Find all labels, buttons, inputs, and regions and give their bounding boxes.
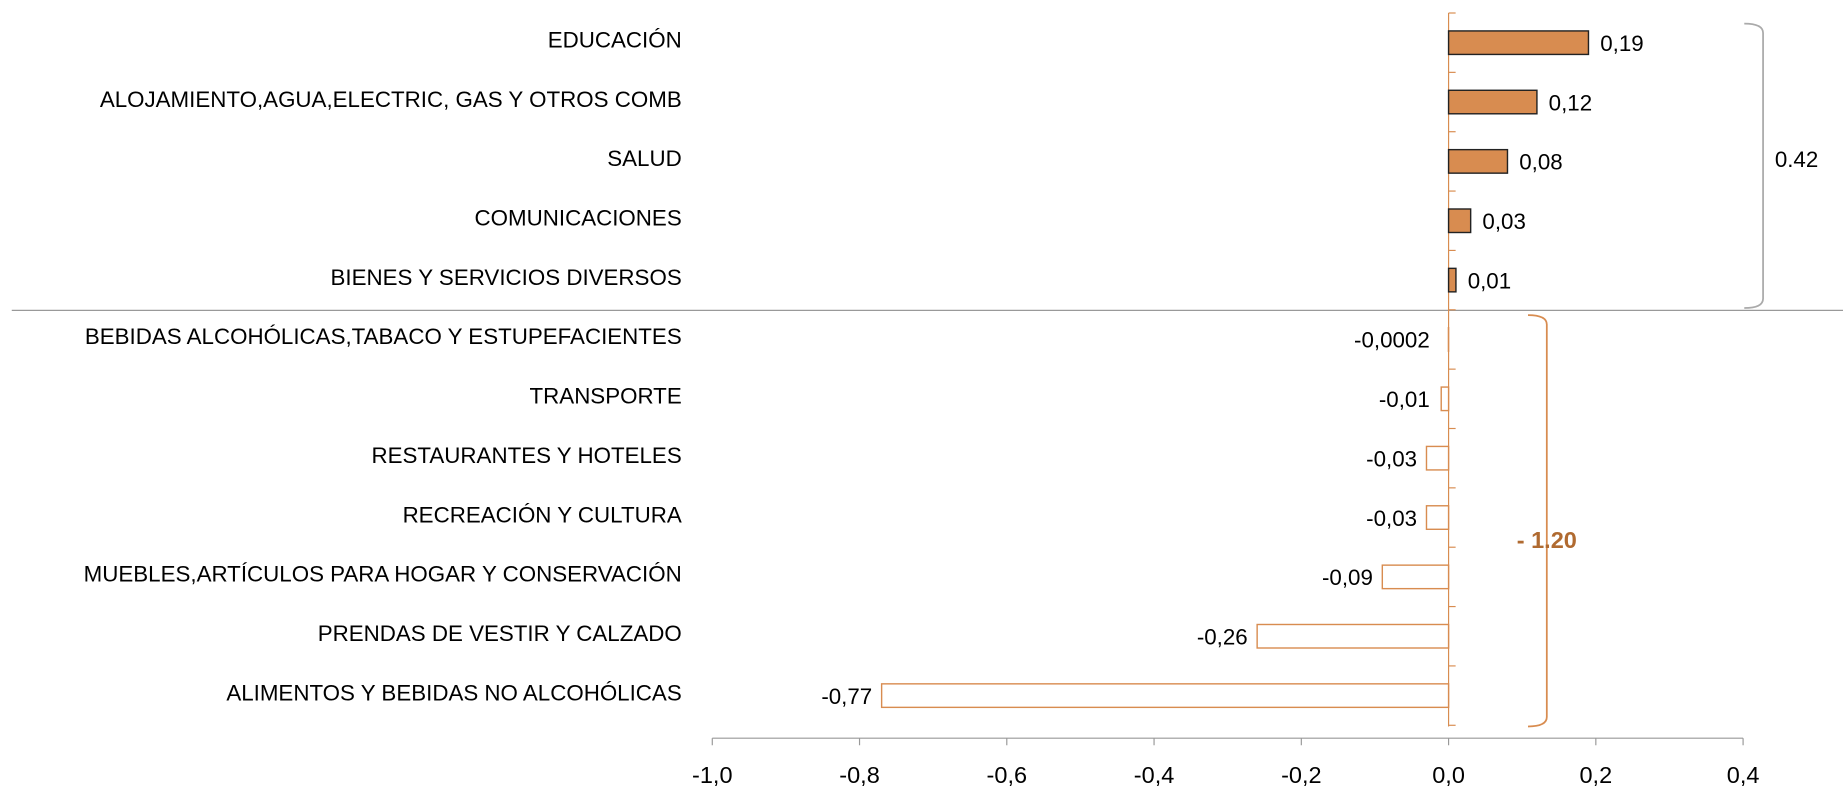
- category-label: RESTAURANTES Y HOTELES: [372, 443, 682, 468]
- category-label: SALUD: [607, 146, 681, 171]
- bar: [1447, 89, 1538, 115]
- value-label: -0,26: [1197, 625, 1248, 650]
- bar: [1447, 30, 1590, 56]
- category-label: ALIMENTOS Y BEBIDAS NO ALCOHÓLICAS: [226, 680, 681, 705]
- category-label: BIENES Y SERVICIOS DIVERSOS: [331, 265, 682, 290]
- bar: [1447, 148, 1509, 174]
- value-label: -0,0002: [1354, 328, 1430, 353]
- bar: [1425, 445, 1450, 471]
- group-total: - 1.20: [1517, 527, 1577, 553]
- group-total: 0.42: [1775, 147, 1818, 172]
- value-label: 0,19: [1600, 31, 1643, 56]
- category-label: EDUCACIÓN: [548, 27, 682, 52]
- value-label: 0,01: [1468, 268, 1511, 293]
- bar: [880, 683, 1450, 709]
- category-label: COMUNICACIONES: [475, 205, 682, 230]
- x-tick-label: 0,0: [1432, 762, 1465, 788]
- category-label: ALOJAMIENTO,AGUA,ELECTRIC, GAS Y OTROS C…: [100, 87, 682, 112]
- positive-bracket: [1744, 22, 1764, 309]
- value-label: -0,03: [1366, 446, 1417, 471]
- x-tick-label: 0,4: [1727, 762, 1760, 788]
- bar: [1256, 623, 1450, 649]
- value-label: 0,08: [1519, 150, 1562, 175]
- x-tick-label: -1,0: [692, 762, 733, 788]
- x-tick-label: 0,2: [1579, 762, 1612, 788]
- category-label: MUEBLES,ARTÍCULOS PARA HOGAR Y CONSERVAC…: [84, 562, 682, 587]
- value-label: 0,12: [1549, 90, 1592, 115]
- value-label: 0,03: [1482, 209, 1525, 234]
- bar: [1440, 386, 1450, 412]
- value-label: -0,01: [1379, 387, 1430, 412]
- x-tick-label: -0,4: [1134, 762, 1175, 788]
- bar: [1381, 564, 1450, 590]
- value-label: -0,77: [821, 684, 872, 709]
- value-label: -0,09: [1322, 565, 1373, 590]
- bar: [1447, 267, 1457, 293]
- bar: [1447, 208, 1472, 234]
- x-tick-label: -0,2: [1281, 762, 1322, 788]
- negative-bracket: [1527, 314, 1548, 728]
- bar: [1425, 505, 1450, 530]
- x-tick-label: -0,8: [839, 762, 880, 788]
- category-label: TRANSPORTE: [530, 384, 682, 409]
- x-tick-label: -0,6: [987, 762, 1028, 788]
- category-label: RECREACIÓN Y CULTURA: [403, 502, 682, 527]
- value-label: -0,03: [1366, 506, 1417, 531]
- category-label: BEBIDAS ALCOHÓLICAS,TABACO Y ESTUPEFACIE…: [85, 324, 682, 349]
- category-label: PRENDAS DE VESTIR Y CALZADO: [318, 621, 682, 646]
